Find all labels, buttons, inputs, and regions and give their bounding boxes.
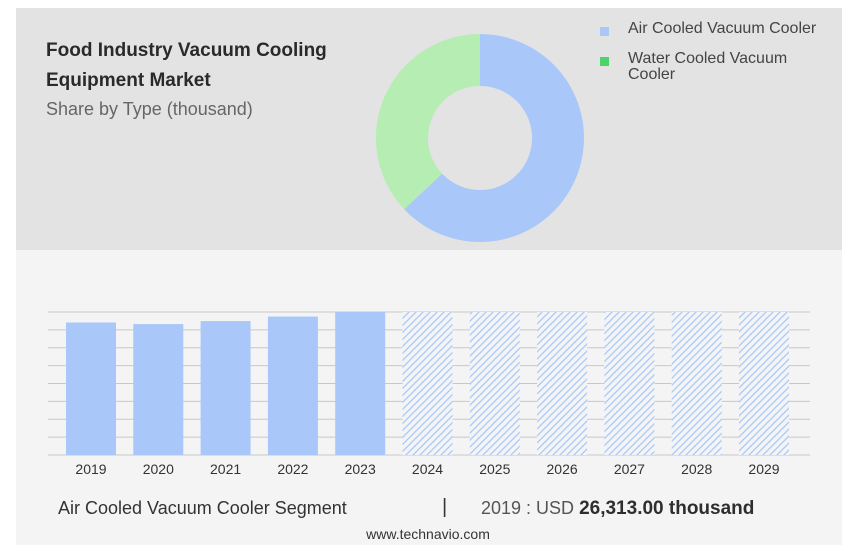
x-tick-label-2021: 2021 [210, 461, 241, 477]
legend-label-air-cooled: Air Cooled Vacuum Cooler [628, 20, 817, 37]
x-tick-label-2027: 2027 [614, 461, 645, 477]
footer-amount: 26,313.00 thousand [579, 498, 755, 519]
x-tick-label-2025: 2025 [479, 461, 510, 477]
donut-slice-air-cooled [404, 34, 584, 242]
x-tick-label-2024: 2024 [412, 461, 443, 477]
x-tick-label-2019: 2019 [75, 461, 106, 477]
footer-segment-label: Air Cooled Vacuum Cooler Segment [58, 498, 347, 518]
donut-slice-water-cooled [376, 34, 480, 210]
bar-2024 [402, 312, 453, 455]
source-link[interactable]: www.technavio.com [366, 526, 490, 542]
x-tick-label-2026: 2026 [547, 461, 578, 477]
footer-separator: | [442, 496, 448, 518]
legend-swatch-water-cooled [600, 57, 609, 66]
bar-2019 [66, 322, 116, 455]
bar-2027 [604, 312, 655, 455]
footer-year-label: 2019 : USD [481, 498, 575, 518]
bar-2029 [739, 312, 789, 455]
bar-2020 [133, 324, 184, 455]
bar-2028 [671, 312, 722, 455]
chart-title: Food Industry Vacuum Cooling Equipment M… [46, 40, 327, 91]
legend-label-water-cooled: Water Cooled Vacuum Cooler [628, 50, 788, 83]
bar-2025 [469, 312, 520, 455]
bar-2026 [537, 312, 588, 455]
legend-item-water-cooled: Water Cooled Vacuum Cooler [596, 51, 836, 83]
bar-2022 [267, 316, 318, 455]
bar-2023 [335, 312, 386, 455]
x-tick-label-2022: 2022 [277, 461, 308, 477]
chart-subtitle: Share by Type (thousand) [46, 99, 253, 119]
x-tick-label-2023: 2023 [345, 461, 376, 477]
footer-value: 2019 : USD 26,313.00 thousand [481, 498, 754, 520]
bar-2021 [200, 321, 251, 455]
donut-chart [376, 34, 584, 242]
x-tick-label-2028: 2028 [681, 461, 712, 477]
x-tick-label-2029: 2029 [748, 461, 779, 477]
legend-item-air-cooled: Air Cooled Vacuum Cooler [596, 21, 836, 37]
legend-swatch-air-cooled [600, 27, 609, 36]
x-tick-label-2020: 2020 [143, 461, 174, 477]
donut-legend: Air Cooled Vacuum Cooler Water Cooled Va… [596, 21, 836, 97]
